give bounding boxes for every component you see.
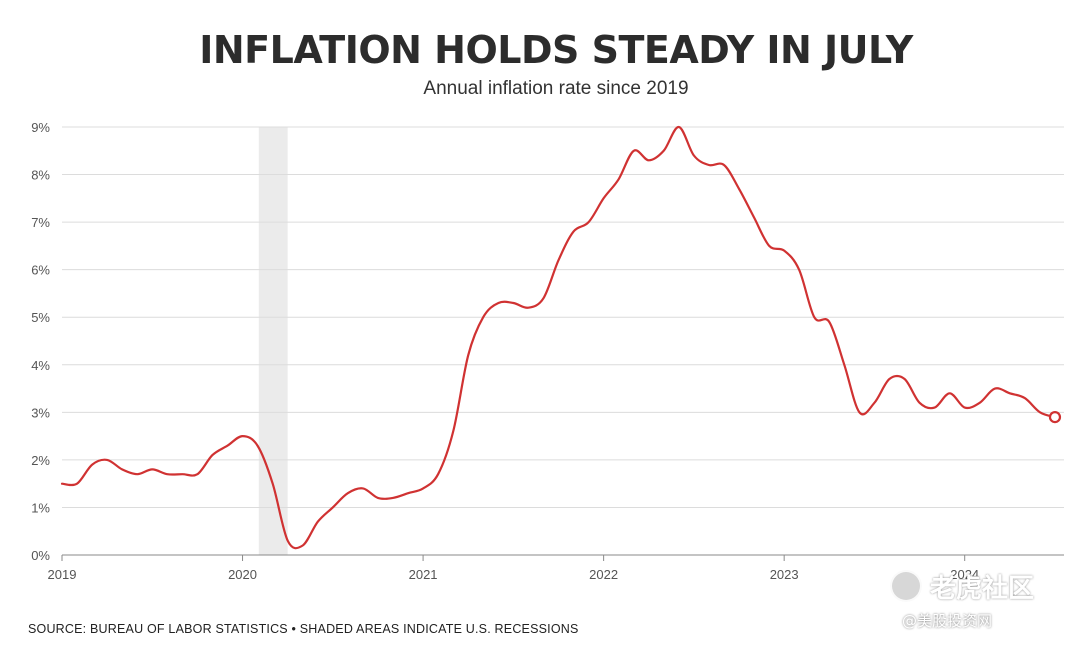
recession-layer <box>258 127 288 555</box>
y-axis-ticks: 0% 1% 2% 3% 4% 5% 6% 7% 8% 9% <box>31 120 50 563</box>
x-tick-label: 2024 <box>950 567 979 582</box>
watermark-logo-icon <box>890 570 922 602</box>
y-tick-label: 7% <box>31 215 50 230</box>
watermark: 老虎社区 @美股投资网 <box>890 566 1070 638</box>
latest-point-marker <box>1048 410 1062 424</box>
y-tick-label: 5% <box>31 310 50 325</box>
x-tick-label: 2019 <box>48 567 77 582</box>
y-tick-label: 1% <box>31 500 50 515</box>
y-tick-label: 3% <box>31 405 50 420</box>
x-tick-label: 2023 <box>770 567 799 582</box>
y-tick-label: 9% <box>31 120 50 135</box>
y-tick-label: 4% <box>31 358 50 373</box>
y-tick-label: 8% <box>31 168 50 183</box>
x-tick-label: 2022 <box>589 567 618 582</box>
x-tick-label: 2020 <box>228 567 257 582</box>
y-tick-label: 6% <box>31 263 50 278</box>
x-axis-ticks: 2019 2020 2021 2022 2023 2024 <box>48 555 979 582</box>
series-layer <box>60 125 1062 550</box>
source-note: SOURCE: BUREAU OF LABOR STATISTICS • SHA… <box>28 622 579 636</box>
watermark-sub-text: @美股投资网 <box>902 612 993 630</box>
y-tick-label: 0% <box>31 548 50 563</box>
watermark-main-text: 老虎社区 <box>930 574 1035 604</box>
chart-subtitle: Annual inflation rate since 2019 <box>423 78 689 99</box>
grid-layer <box>62 126 1064 556</box>
x-tick-label: 2021 <box>409 567 438 582</box>
inflation-series-line <box>60 125 1057 550</box>
recession-band <box>258 127 288 555</box>
y-tick-label: 2% <box>31 453 50 468</box>
chart-title: INFLATION HOLDS STEADY IN JULY <box>199 28 913 72</box>
